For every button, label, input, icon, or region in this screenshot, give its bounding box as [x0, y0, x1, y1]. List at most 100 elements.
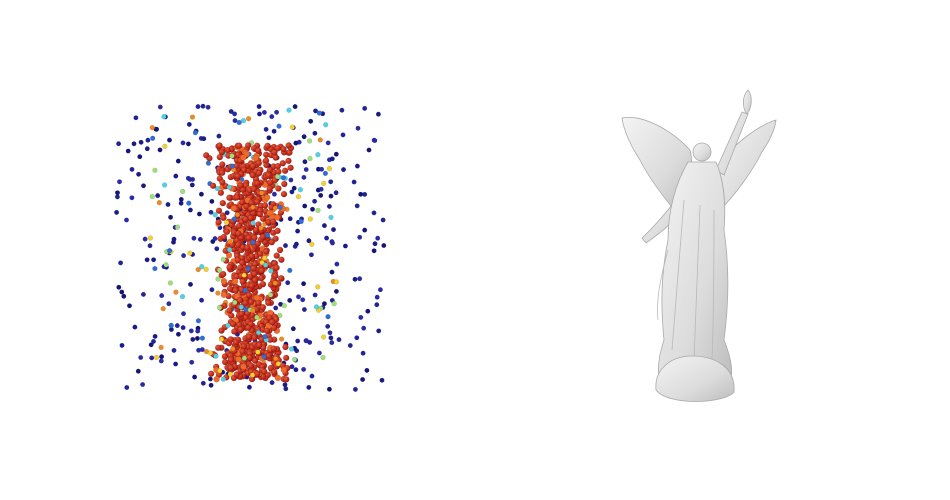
- point: [271, 149, 278, 156]
- point: [291, 185, 297, 191]
- torch: [742, 89, 752, 115]
- point: [326, 203, 332, 209]
- point: [198, 191, 204, 197]
- point: [221, 358, 229, 366]
- point: [140, 382, 146, 388]
- point: [133, 115, 139, 121]
- point: [227, 364, 235, 372]
- point: [248, 282, 256, 289]
- point: [216, 305, 223, 311]
- point: [116, 284, 122, 290]
- point: [268, 318, 276, 326]
- point: [195, 328, 201, 334]
- point: [312, 198, 318, 204]
- point: [328, 335, 334, 341]
- point: [295, 338, 301, 344]
- point: [123, 217, 129, 223]
- point: [186, 121, 192, 127]
- point: [175, 331, 181, 337]
- point: [137, 154, 143, 160]
- point: [236, 119, 242, 126]
- point: [226, 184, 232, 190]
- point: [213, 353, 219, 359]
- point: [119, 342, 125, 348]
- point: [329, 269, 335, 275]
- point: [364, 367, 370, 373]
- point: [238, 304, 244, 310]
- point: [195, 104, 201, 110]
- point: [333, 279, 340, 285]
- point: [226, 285, 234, 292]
- point: [293, 367, 299, 373]
- point: [228, 108, 234, 114]
- point: [301, 281, 307, 287]
- point: [287, 297, 293, 303]
- point: [307, 138, 313, 144]
- point: [250, 220, 256, 226]
- point: [266, 135, 272, 141]
- point: [266, 185, 273, 192]
- point: [252, 154, 259, 162]
- point: [251, 334, 258, 341]
- point: [250, 239, 256, 246]
- point: [374, 294, 380, 300]
- point: [124, 385, 130, 391]
- point: [243, 306, 249, 313]
- point: [216, 153, 224, 161]
- point: [277, 275, 285, 282]
- point: [297, 187, 304, 193]
- point: [267, 364, 275, 372]
- point: [268, 292, 274, 298]
- point: [303, 166, 309, 172]
- point: [135, 368, 141, 374]
- point: [199, 297, 205, 303]
- point: [225, 323, 231, 329]
- point: [322, 170, 329, 177]
- point: [245, 234, 253, 242]
- point: [326, 386, 332, 392]
- point: [185, 175, 191, 181]
- point: [214, 344, 222, 351]
- point: [306, 384, 312, 390]
- point: [308, 118, 314, 124]
- point: [149, 125, 155, 131]
- point: [275, 174, 281, 180]
- point: [227, 371, 233, 377]
- point: [254, 370, 261, 378]
- point: [266, 209, 273, 217]
- point: [269, 114, 275, 120]
- point: [275, 168, 282, 175]
- point: [334, 261, 340, 267]
- point: [255, 147, 262, 154]
- point: [272, 205, 278, 211]
- point: [229, 153, 235, 159]
- point: [375, 111, 381, 117]
- point: [175, 158, 181, 164]
- point: [166, 301, 172, 307]
- point: [270, 218, 277, 226]
- point: [256, 341, 263, 349]
- point: [221, 353, 229, 360]
- point: [255, 349, 261, 355]
- point: [301, 134, 307, 140]
- point: [220, 233, 228, 241]
- point: [170, 239, 176, 245]
- point: [254, 314, 260, 321]
- point: [372, 241, 378, 247]
- point: [168, 322, 174, 329]
- point: [281, 167, 289, 175]
- point: [318, 186, 324, 192]
- point: [189, 182, 195, 188]
- point: [118, 260, 124, 266]
- point: [261, 368, 268, 375]
- point: [195, 267, 201, 273]
- point: [246, 116, 252, 122]
- point: [271, 191, 277, 197]
- point: [220, 291, 228, 298]
- point: [194, 335, 200, 341]
- point: [365, 308, 371, 314]
- point: [321, 334, 327, 340]
- point: [320, 354, 326, 361]
- point: [150, 338, 156, 344]
- point: [310, 206, 316, 212]
